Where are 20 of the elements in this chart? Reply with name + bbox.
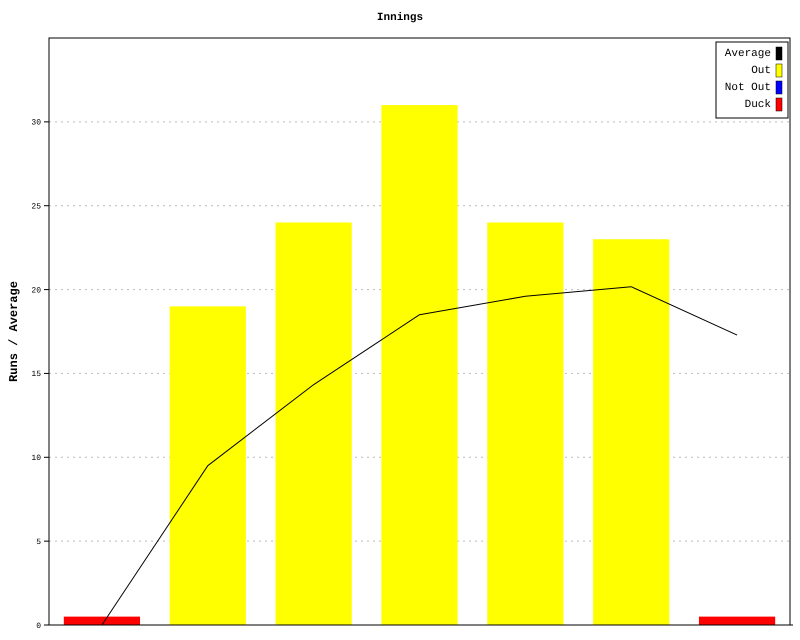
y-tick-label: 30 [31,118,42,128]
legend-label: Duck [744,99,772,111]
bar [698,616,776,625]
bar [170,306,246,625]
y-tick-label: 20 [31,286,42,296]
y-tick-label: 5 [36,538,42,547]
bar [593,239,670,625]
legend-label: Out [751,65,771,77]
chart-title: Innings [376,12,424,24]
bar [276,222,352,625]
y-tick-label: 15 [31,370,42,380]
bar [64,616,140,625]
legend-label: Average [724,48,771,60]
y-tick-label: 25 [31,202,42,212]
bar [381,105,458,625]
bar [487,222,564,625]
y-axis-title: Runs / Average [7,281,21,382]
y-tick-label: 0 [36,622,42,631]
y-tick-label: 10 [31,454,42,464]
legend-label: Not Out [724,82,771,94]
